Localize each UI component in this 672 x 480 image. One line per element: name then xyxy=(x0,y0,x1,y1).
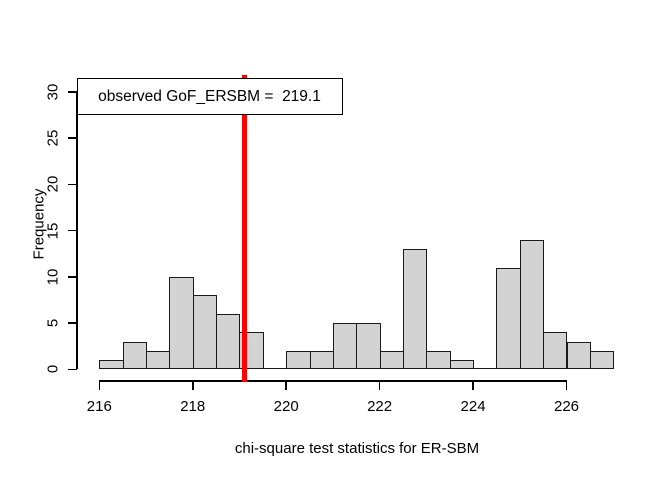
histogram-bar xyxy=(332,323,358,370)
x-tick-mark xyxy=(285,380,287,390)
x-tick-mark xyxy=(472,380,474,390)
y-tick-label: 25 xyxy=(44,129,62,147)
histogram-bar xyxy=(426,350,451,370)
x-tick-label: 220 xyxy=(273,398,299,415)
x-tick-mark xyxy=(565,380,568,390)
x-tick-mark xyxy=(191,380,194,390)
x-tick-label: 216 xyxy=(86,398,112,415)
histogram-bar xyxy=(379,350,404,370)
y-tick-mark xyxy=(67,229,78,232)
histogram-bar xyxy=(286,350,311,370)
histogram-bar xyxy=(543,332,568,370)
histogram-bar xyxy=(519,239,545,370)
histogram-bar xyxy=(262,367,288,370)
x-tick-label: 218 xyxy=(180,398,206,415)
y-tick-mark xyxy=(67,183,78,186)
y-tick-label: 15 xyxy=(44,222,62,239)
x-axis-title: chi-square test statistics for ER-SBM xyxy=(234,440,480,457)
histogram-bar xyxy=(122,341,148,370)
x-tick-label: 226 xyxy=(553,398,580,415)
histogram-bar xyxy=(192,295,218,370)
x-tick-label: 222 xyxy=(367,398,393,415)
histogram-bar xyxy=(356,323,381,370)
legend-label: observed GoF_ERSBM = 219.1 xyxy=(98,87,321,105)
y-tick-mark xyxy=(67,322,78,324)
y-tick-mark xyxy=(67,137,78,140)
histogram-bar xyxy=(169,276,194,370)
y-axis-line xyxy=(76,92,78,370)
histogram-bar xyxy=(589,350,615,370)
x-tick-label: 224 xyxy=(460,398,486,415)
histogram-bar xyxy=(402,249,428,370)
x-tick-mark xyxy=(378,380,381,390)
y-tick-mark xyxy=(67,368,78,371)
y-tick-label: 20 xyxy=(44,176,62,193)
y-tick-mark xyxy=(67,91,78,93)
histogram-bar xyxy=(146,350,171,370)
legend-box: observed GoF_ERSBM = 219.1 xyxy=(76,78,343,115)
y-tick-label: 5 xyxy=(44,318,62,328)
observed-value-line xyxy=(241,75,247,382)
histogram-bar xyxy=(449,360,475,370)
histogram-bar xyxy=(566,341,591,370)
y-tick-label: 10 xyxy=(44,268,62,286)
y-tick-label: 30 xyxy=(44,83,62,101)
x-tick-mark xyxy=(98,380,101,390)
x-axis-line xyxy=(99,380,567,382)
histogram-bar xyxy=(99,360,124,370)
histogram-bar xyxy=(216,313,241,370)
histogram-bar xyxy=(473,367,498,370)
histogram-bar xyxy=(309,350,334,370)
histogram-bar xyxy=(496,267,521,370)
y-tick-mark xyxy=(67,276,78,278)
y-tick-label: 0 xyxy=(44,365,62,374)
